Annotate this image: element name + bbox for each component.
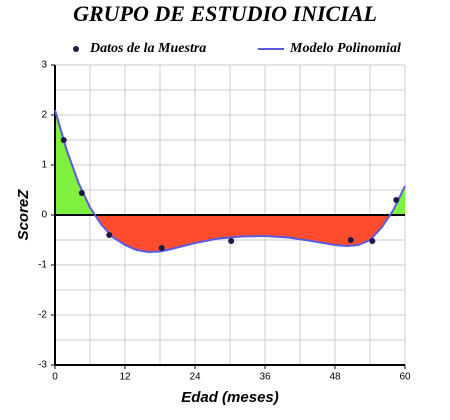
y-tick-label: 3	[41, 60, 47, 71]
y-axis-label: ScoreZ	[15, 189, 32, 241]
data-point	[347, 237, 354, 243]
y-tick-label: -2	[38, 310, 47, 321]
y-tick-label: 0	[41, 210, 47, 221]
model-line	[54, 109, 406, 254]
area-below	[55, 215, 405, 252]
y-tick-label: -3	[38, 360, 47, 371]
data-point	[393, 197, 400, 203]
data-point	[158, 245, 165, 251]
x-tick-label: 24	[189, 372, 201, 383]
x-tick-label: 36	[259, 372, 271, 383]
x-tick-label: 48	[329, 372, 341, 383]
y-tick-label: 2	[41, 110, 47, 121]
chart-title: GRUPO DE ESTUDIO INICIAL	[73, 1, 377, 26]
data-point	[369, 238, 376, 244]
data-point	[60, 137, 67, 143]
x-tick-label: 0	[52, 372, 58, 383]
legend-label: Datos de la Muestra	[89, 41, 206, 56]
x-tick-label: 60	[399, 372, 411, 383]
x-tick-label: 12	[119, 372, 131, 383]
data-point	[106, 232, 113, 238]
data-point	[78, 190, 85, 196]
legend-label: Modelo Polinomial	[289, 41, 401, 56]
y-tick-label: 1	[41, 160, 47, 171]
data-point	[228, 238, 235, 244]
y-tick-label: -1	[38, 260, 47, 271]
x-axis-label: Edad (meses)	[181, 389, 279, 406]
legend-marker	[73, 46, 79, 52]
